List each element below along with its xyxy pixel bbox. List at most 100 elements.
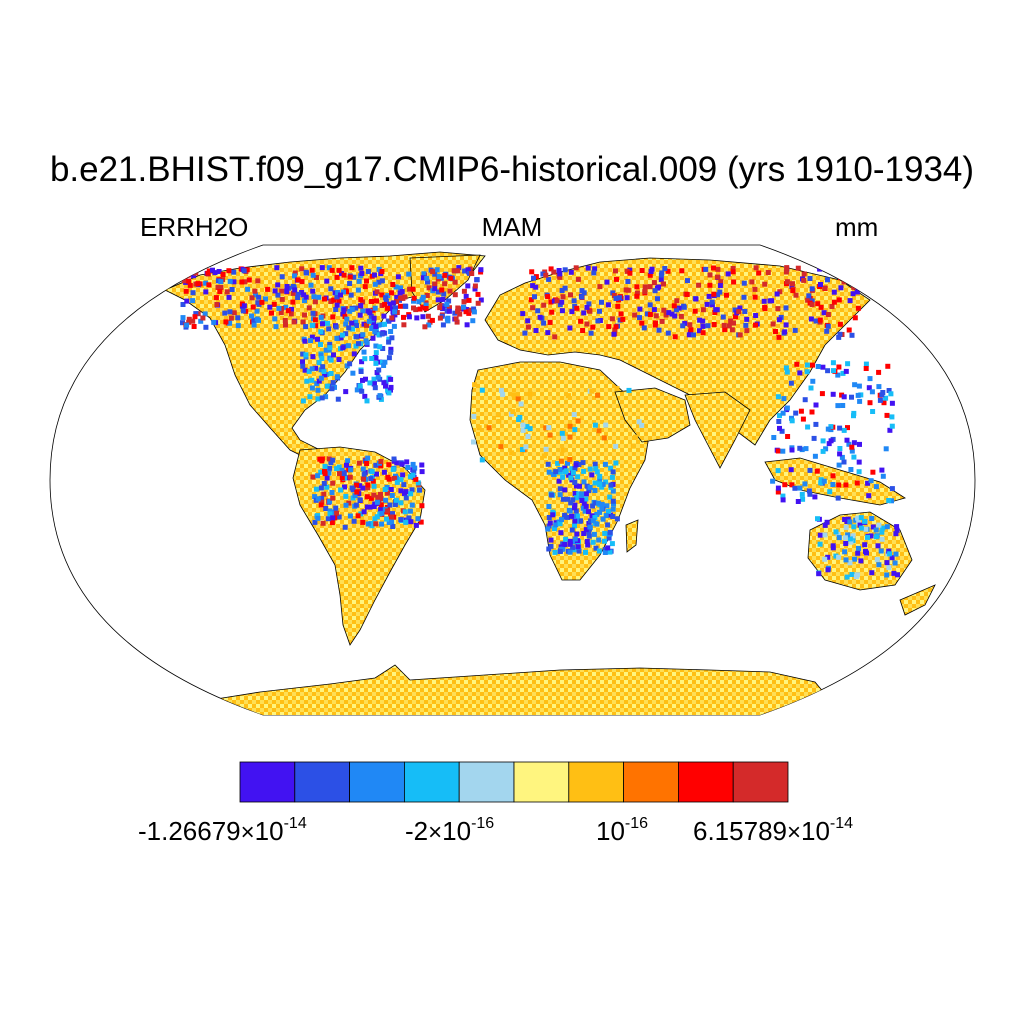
anomaly-pixel (776, 317, 782, 323)
anomaly-pixel (666, 310, 672, 316)
anomaly-pixel (825, 567, 831, 573)
anomaly-pixel (414, 315, 420, 321)
anomaly-pixel (743, 322, 749, 328)
anomaly-pixel (388, 487, 394, 492)
anomaly-pixel (321, 481, 327, 486)
anomaly-pixel (456, 265, 462, 271)
anomaly-pixel (835, 372, 841, 378)
anomaly-pixel (849, 572, 855, 577)
anomaly-pixel (829, 304, 835, 309)
anomaly-pixel (809, 302, 815, 308)
anomaly-pixel (343, 389, 349, 395)
anomaly-pixel (210, 267, 215, 273)
anomaly-pixel (381, 380, 387, 386)
anomaly-pixel (309, 385, 315, 391)
anomaly-pixel (807, 467, 813, 473)
anomaly-pixel (592, 461, 598, 467)
anomaly-pixel (552, 334, 558, 340)
anomaly-pixel (418, 519, 424, 525)
anomaly-pixel (384, 516, 389, 522)
anomaly-pixel (792, 327, 798, 333)
anomaly-pixel (850, 533, 856, 539)
anomaly-pixel (340, 345, 346, 351)
anomaly-pixel (816, 571, 822, 577)
anomaly-pixel (557, 467, 563, 472)
anomaly-pixel (190, 318, 196, 324)
anomaly-pixel (825, 554, 831, 560)
anomaly-pixel (406, 271, 412, 277)
anomaly-pixel (529, 269, 535, 275)
anomaly-pixel (583, 549, 588, 555)
anomaly-pixel (775, 394, 781, 400)
anomaly-pixel (316, 378, 322, 384)
anomaly-pixel (652, 288, 658, 294)
anomaly-pixel (361, 472, 367, 478)
anomaly-pixel (318, 502, 324, 508)
anomaly-pixel (415, 516, 421, 522)
anomaly-pixel (828, 424, 834, 430)
anomaly-pixel (358, 511, 364, 517)
anomaly-pixel (389, 315, 395, 321)
anomaly-pixel (711, 265, 716, 271)
anomaly-pixel (850, 291, 856, 297)
anomaly-pixel (510, 409, 516, 415)
anomaly-pixel (835, 403, 841, 409)
anomaly-pixel (336, 298, 342, 304)
anomaly-pixel (825, 277, 830, 283)
anomaly-pixel (329, 386, 335, 392)
anomaly-pixel (857, 266, 863, 272)
anomaly-pixel (226, 268, 232, 274)
anomaly-pixel (337, 471, 342, 477)
anomaly-pixel (379, 521, 385, 527)
anomaly-pixel (373, 462, 379, 468)
anomaly-pixel (639, 320, 645, 326)
anomaly-pixel (546, 469, 552, 475)
anomaly-pixel (454, 319, 460, 325)
anomaly-pixel (315, 387, 321, 393)
anomaly-pixel (335, 396, 341, 402)
anomaly-pixel (608, 482, 614, 488)
anomaly-pixel (369, 356, 375, 361)
anomaly-pixel (566, 393, 571, 399)
anomaly-pixel (773, 329, 778, 334)
anomaly-pixel (560, 474, 566, 480)
anomaly-pixel (546, 504, 552, 509)
anomaly-pixel (222, 310, 228, 316)
anomaly-pixel (848, 467, 854, 472)
anomaly-pixel (595, 318, 601, 324)
anomaly-pixel (567, 423, 573, 429)
anomaly-pixel (769, 298, 775, 304)
anomaly-pixel (375, 374, 381, 380)
anomaly-pixel (417, 306, 423, 312)
anomaly-pixel (278, 310, 284, 316)
anomaly-pixel (559, 430, 565, 436)
anomaly-pixel (627, 270, 633, 276)
anomaly-pixel (383, 299, 389, 304)
anomaly-pixel (849, 444, 855, 450)
anomaly-pixel (742, 309, 748, 314)
anomaly-pixel (851, 440, 857, 446)
anomaly-pixel (313, 365, 318, 371)
anomaly-pixel (340, 332, 345, 338)
anomaly-pixel (300, 359, 305, 365)
anomaly-pixel (370, 335, 376, 341)
anomaly-pixel (636, 419, 642, 425)
anomaly-pixel (461, 288, 467, 294)
anomaly-pixel (586, 529, 592, 535)
anomaly-pixel (326, 326, 332, 332)
anomaly-pixel (839, 392, 845, 398)
anomaly-pixel (307, 394, 313, 400)
anomaly-pixel (372, 355, 378, 360)
anomaly-pixel (833, 553, 839, 559)
anomaly-pixel (800, 496, 806, 502)
anomaly-pixel (580, 505, 586, 511)
anomaly-pixel (331, 352, 336, 358)
anomaly-pixel (241, 268, 247, 274)
anomaly-pixel (520, 311, 526, 317)
anomaly-pixel (611, 331, 617, 337)
anomaly-pixel (584, 321, 590, 327)
anomaly-pixel (387, 305, 393, 311)
anomaly-pixel (453, 316, 459, 322)
anomaly-pixel (848, 539, 854, 545)
anomaly-pixel (315, 515, 321, 521)
